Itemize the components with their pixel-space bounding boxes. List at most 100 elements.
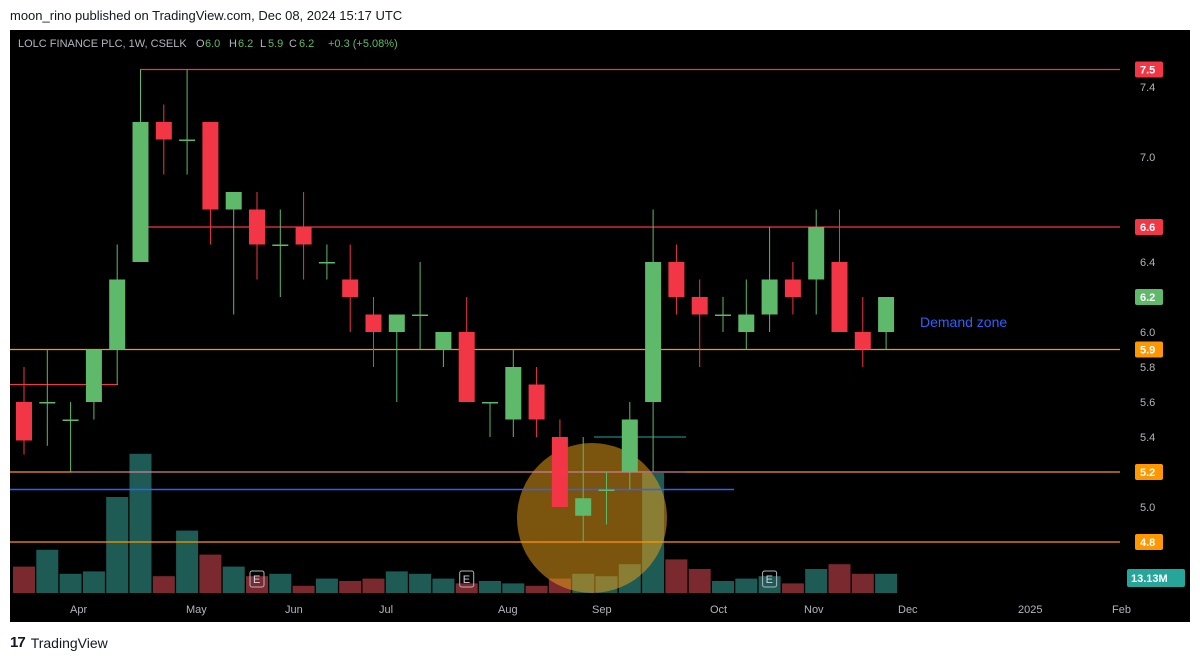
volume-bar	[199, 554, 222, 593]
candle-body[interactable]	[761, 279, 778, 315]
candle-body[interactable]	[784, 279, 801, 298]
demand-zone-annotation: Demand zone	[920, 314, 1007, 330]
volume-bar	[222, 566, 245, 593]
legend-close: 6.2	[299, 38, 314, 50]
candle-body[interactable]	[575, 498, 592, 516]
candle-body[interactable]	[272, 244, 289, 247]
earnings-marker[interactable]	[762, 570, 778, 588]
candle-body[interactable]	[85, 349, 102, 403]
level-price-label-bg	[1135, 534, 1163, 550]
candle-body[interactable]	[668, 262, 685, 297]
volume-label: 13.13M	[1131, 573, 1168, 585]
earnings-marker-label: E	[766, 574, 773, 586]
y-tick-label: 7.4	[1140, 82, 1155, 94]
chart-panel[interactable]: LOLC FINANCE PLC, 1W, CSELK O 6.0 H 6.2 …	[10, 12, 1190, 622]
x-tick-label: Apr	[70, 604, 87, 616]
candle-body[interactable]	[295, 227, 312, 245]
candle-body[interactable]	[854, 332, 871, 350]
footer: 17 TradingView	[0, 622, 1200, 660]
y-tick-label: 5.0	[1140, 502, 1155, 514]
candle-body[interactable]	[388, 314, 405, 333]
level-price-label: 6.6	[1140, 222, 1155, 234]
volume-bar	[875, 573, 898, 593]
candle-body[interactable]	[342, 279, 359, 298]
candle-body[interactable]	[458, 332, 475, 402]
x-tick-label: Sep	[592, 604, 612, 616]
x-tick-label: Jul	[379, 604, 393, 616]
candle-body[interactable]	[412, 314, 429, 317]
legend-l-label: L	[260, 38, 266, 50]
publisher-line: moon_rino published on TradingView.com, …	[10, 8, 403, 23]
candle-body[interactable]	[249, 209, 265, 245]
candle-body[interactable]	[738, 314, 755, 333]
candle-body[interactable]	[435, 332, 452, 350]
candle-body[interactable]	[598, 489, 615, 492]
level-price-labels: 7.5 6.6 5.9 5.2 4.8 6.2 13.13M	[1127, 61, 1185, 587]
y-tick-label: 5.4	[1140, 432, 1155, 444]
x-tick-label: 2025	[1018, 604, 1042, 616]
earnings-marker[interactable]	[249, 570, 265, 588]
candle-body[interactable]	[551, 437, 568, 507]
candle-body[interactable]	[318, 262, 335, 264]
earnings-marker-label: E	[463, 574, 470, 586]
publish-header: moon_rino published on TradingView.com, …	[0, 0, 1200, 30]
volume-bars	[13, 453, 898, 593]
candle-body[interactable]	[365, 314, 382, 333]
volume-bar	[712, 581, 734, 593]
volume-bar	[152, 576, 175, 593]
legend-symbol: LOLC FINANCE PLC, 1W, CSELK	[18, 38, 187, 50]
candle-body[interactable]	[179, 139, 196, 142]
candle-body[interactable]	[482, 402, 498, 404]
candle-body[interactable]	[528, 384, 545, 420]
volume-bar	[176, 530, 199, 593]
candle-body[interactable]	[505, 367, 522, 420]
candle-body[interactable]	[39, 402, 56, 404]
brand-label: TradingView	[30, 634, 108, 651]
x-tick-label: Feb	[1112, 604, 1131, 616]
volume-bar	[13, 566, 35, 593]
volume-bar	[479, 581, 501, 593]
candle-body[interactable]	[808, 227, 825, 280]
candle-body[interactable]	[132, 122, 149, 262]
y-tick-label: 5.8	[1140, 362, 1155, 374]
candle-body[interactable]	[16, 402, 32, 441]
level-price-label: 4.8	[1140, 537, 1155, 549]
candle-body[interactable]	[878, 297, 895, 332]
candle-body[interactable]	[202, 122, 219, 210]
candle-body[interactable]	[645, 262, 662, 402]
highlight-circle	[517, 443, 667, 593]
volume-bar	[269, 573, 292, 593]
volume-bar	[106, 497, 129, 593]
level-price-label-bg	[1135, 341, 1163, 358]
x-tick-label: Dec	[898, 604, 918, 616]
price-axis: 7.87.47.06.46.05.85.65.45.0	[1140, 12, 1155, 514]
candlestick-chart[interactable]: LOLC FINANCE PLC, 1W, CSELK O 6.0 H 6.2 …	[10, 12, 1190, 622]
level-price-label: 5.2	[1140, 467, 1155, 479]
level-price-label-bg	[1135, 61, 1163, 78]
y-tick-label: 6.4	[1140, 257, 1155, 269]
volume-bar	[36, 549, 59, 593]
volume-bar	[246, 576, 268, 593]
y-tick-label: 6.0	[1140, 327, 1155, 339]
candle-body[interactable]	[155, 122, 172, 140]
candle-body[interactable]	[831, 262, 848, 332]
volume-bar	[455, 583, 478, 593]
volume-bar	[665, 559, 688, 593]
legend-h-label: H	[229, 38, 237, 50]
volume-bar	[688, 569, 711, 593]
candle-body[interactable]	[715, 314, 731, 317]
candle-body[interactable]	[62, 419, 79, 422]
legend-change: +0.3 (+5.08%)	[328, 38, 398, 50]
last-price-label-bg	[1135, 289, 1163, 305]
tradingview-brand[interactable]: 17 TradingView	[10, 634, 108, 651]
time-axis: Apr May Jun Jul Aug Sep Oct Nov Dec 2025 Feb	[70, 604, 1131, 616]
candle-body[interactable]	[109, 279, 126, 350]
legend-low: 5.9	[268, 38, 283, 50]
volume-bar	[781, 583, 804, 593]
candle-body[interactable]	[691, 297, 708, 315]
candle-body[interactable]	[621, 419, 638, 473]
earnings-marker[interactable]	[459, 570, 475, 588]
y-tick-label: 7.0	[1140, 152, 1155, 164]
candle-body[interactable]	[225, 192, 242, 210]
